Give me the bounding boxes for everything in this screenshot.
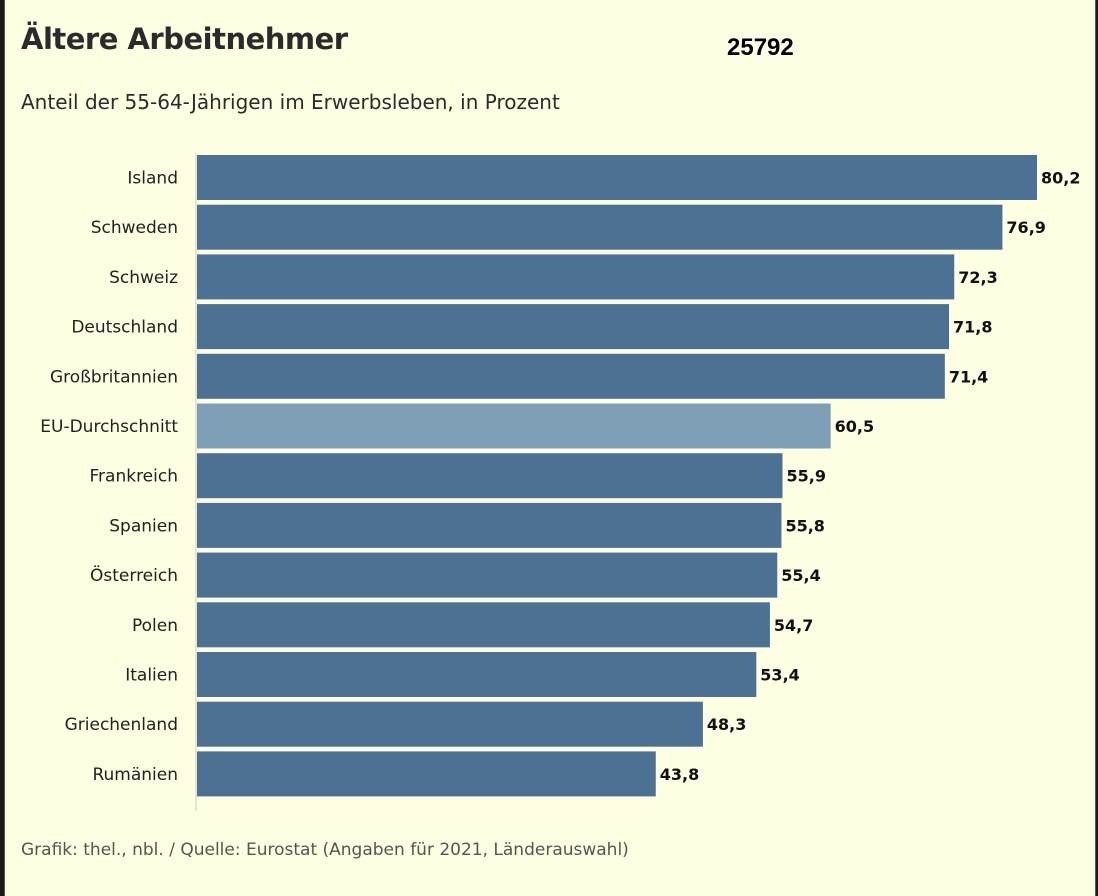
value-label: 43,8 xyxy=(660,765,699,784)
category-label: Italien xyxy=(125,666,178,686)
category-label: Großbritannien xyxy=(50,367,178,387)
category-label: Island xyxy=(127,169,178,189)
bar-1 xyxy=(197,204,1003,250)
category-label: Österreich xyxy=(90,564,178,586)
value-label: 72,3 xyxy=(958,268,997,287)
bar-2 xyxy=(197,254,955,300)
value-label: 55,8 xyxy=(785,516,824,535)
value-label: 55,9 xyxy=(786,467,825,486)
bar-5 xyxy=(197,403,831,449)
bar-7 xyxy=(197,502,782,548)
category-label: Schweiz xyxy=(109,268,178,288)
category-label: Spanien xyxy=(109,516,178,536)
category-label: Schweden xyxy=(91,218,178,238)
chart-title: Ältere Arbeitnehmer xyxy=(21,22,348,56)
value-label: 55,4 xyxy=(781,566,820,585)
category-label: EU-Durchschnitt xyxy=(40,417,178,437)
value-label: 80,2 xyxy=(1041,169,1080,188)
source-note: Grafik: thel., nbl. / Quelle: Eurostat (… xyxy=(21,840,629,860)
bar-11 xyxy=(197,701,703,747)
bar-6 xyxy=(197,453,783,499)
category-label: Frankreich xyxy=(90,467,179,487)
category-label: Deutschland xyxy=(71,318,178,338)
value-label: 48,3 xyxy=(707,715,746,734)
value-label: 60,5 xyxy=(835,417,874,436)
bar-4 xyxy=(197,353,945,399)
bar-3 xyxy=(197,304,950,350)
value-label: 71,4 xyxy=(949,367,988,386)
bar-10 xyxy=(197,652,757,697)
chart-subtitle: Anteil der 55-64-Jährigen im Erwerbslebe… xyxy=(21,90,560,114)
category-label: Polen xyxy=(132,616,178,636)
value-label: 54,7 xyxy=(774,616,813,635)
value-label: 71,8 xyxy=(953,318,992,337)
bar-8 xyxy=(197,552,778,598)
bar-12 xyxy=(197,751,656,797)
value-label: 76,9 xyxy=(1006,218,1045,237)
category-label: Rumänien xyxy=(92,765,178,785)
category-label: Griechenland xyxy=(65,715,178,735)
value-label: 53,4 xyxy=(760,666,799,685)
bar-9 xyxy=(197,602,770,648)
chart-number: 25792 xyxy=(727,34,794,61)
bar-0 xyxy=(197,155,1037,200)
